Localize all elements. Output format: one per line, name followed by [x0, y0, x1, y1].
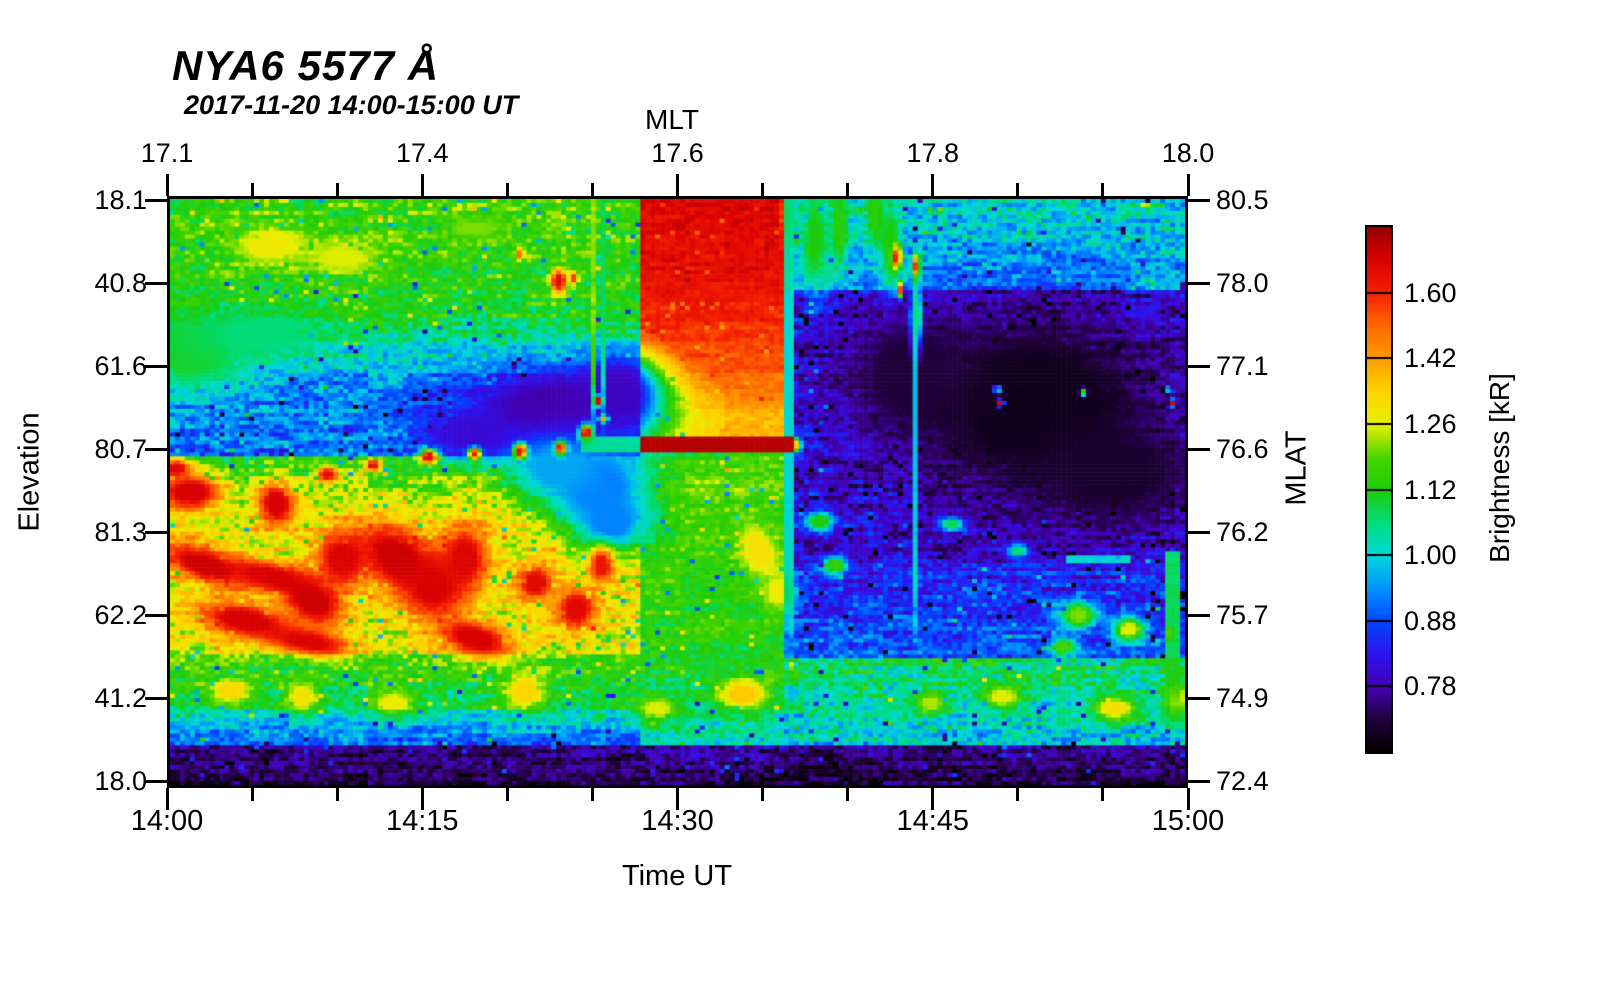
top-axis-minor-tick [335, 183, 339, 196]
bottom-axis-major-tick [165, 788, 169, 810]
left-axis-tick-label: 62.2 [94, 600, 147, 631]
figure-subtitle: 2017-11-20 14:00-15:00 UT [184, 90, 519, 120]
right-axis-tick-label: 72.4 [1216, 766, 1269, 797]
bottom-axis-minor-tick [335, 788, 339, 801]
right-axis-tick [1188, 696, 1210, 700]
bottom-axis-minor-tick [1016, 788, 1020, 801]
left-axis-tick [145, 447, 167, 451]
heatmap-canvas [170, 199, 1185, 785]
top-axis-tick-label: 17.8 [906, 138, 960, 168]
right-axis-tick-label: 76.2 [1216, 517, 1269, 548]
bottom-axis-tick-label: 14:00 [130, 805, 204, 837]
bottom-axis-major-tick [1186, 788, 1190, 810]
left-axis-tick [145, 779, 167, 783]
bottom-axis-minor-tick [250, 788, 254, 801]
top-axis-minor-tick [1016, 183, 1020, 196]
right-axis-tick-label: 75.7 [1216, 600, 1269, 631]
right-axis-tick-label: 74.9 [1216, 683, 1269, 714]
top-axis-minor-tick [761, 183, 765, 196]
colorbar-frame [1365, 225, 1393, 754]
colorbar-tick-label: 0.88 [1404, 605, 1457, 636]
plot-frame [167, 196, 1188, 788]
bottom-axis-tick-label: 15:00 [1151, 805, 1225, 837]
left-axis-tick [145, 198, 167, 202]
top-axis-minor-tick [846, 183, 850, 196]
left-axis-tick-label: 18.0 [94, 766, 147, 797]
bottom-axis-minor-tick [1101, 788, 1105, 801]
top-axis-tick-label: 17.6 [651, 138, 704, 168]
right-axis-tick [1188, 530, 1210, 534]
colorbar-tick-label: 1.00 [1404, 540, 1457, 571]
right-axis-tick-label: 78.0 [1216, 268, 1269, 299]
left-axis-tick [145, 530, 167, 534]
bottom-axis-major-tick [931, 788, 935, 810]
right-axis-tick [1188, 779, 1210, 783]
colorbar-tick-label: 1.12 [1404, 474, 1457, 505]
left-axis-title-elevation: Elevation [13, 412, 46, 532]
right-axis-tick [1188, 613, 1210, 617]
bottom-axis-minor-tick [590, 788, 594, 801]
bottom-axis-minor-tick [505, 788, 509, 801]
right-axis-tick [1188, 447, 1210, 451]
top-axis-tick-label: 17.1 [140, 138, 194, 168]
top-axis-major-tick [420, 174, 424, 196]
colorbar-tick-label: 0.78 [1404, 671, 1457, 702]
left-axis-tick-label: 81.3 [94, 517, 147, 548]
top-axis-minor-tick [590, 183, 594, 196]
right-axis-tick-label: 80.5 [1216, 185, 1269, 216]
colorbar-tick-label: 1.60 [1404, 277, 1457, 308]
bottom-axis-tick-label: 14:45 [896, 805, 970, 837]
top-axis-minor-tick [1101, 183, 1105, 196]
left-axis-tick-label: 61.6 [94, 351, 147, 382]
right-axis-tick-label: 76.6 [1216, 434, 1269, 465]
top-axis-major-tick [1186, 174, 1190, 196]
left-axis-tick [145, 281, 167, 285]
bottom-axis-title-time-ut: Time UT [621, 860, 733, 892]
bottom-axis-major-tick [420, 788, 424, 810]
colorbar-tick-label: 1.26 [1404, 408, 1457, 439]
right-axis-tick [1188, 198, 1210, 202]
top-axis-major-tick [165, 174, 169, 196]
right-axis-tick [1188, 364, 1210, 368]
bottom-axis-tick-label: 14:15 [385, 805, 459, 837]
left-axis-tick-label: 41.2 [94, 683, 147, 714]
left-axis-tick-label: 80.7 [94, 434, 147, 465]
left-axis-tick [145, 364, 167, 368]
left-axis-tick [145, 613, 167, 617]
right-axis-tick [1188, 281, 1210, 285]
bottom-axis-minor-tick [761, 788, 765, 801]
colorbar-title-brightness: Brightness [kR] [1484, 373, 1515, 563]
top-axis-major-tick [931, 174, 935, 196]
colorbar-tick-label: 1.42 [1404, 343, 1457, 374]
top-axis-tick-label: 18.0 [1161, 138, 1215, 168]
top-axis-tick-label: 17.4 [395, 138, 449, 168]
top-axis-title-mlt: MLT [645, 104, 699, 135]
bottom-axis-tick-label: 14:30 [641, 805, 714, 837]
top-axis-minor-tick [250, 183, 254, 196]
top-axis-major-tick [676, 174, 679, 196]
left-axis-tick [145, 696, 167, 700]
right-axis-tick-label: 77.1 [1216, 351, 1269, 382]
left-axis-tick-label: 18.1 [94, 185, 147, 216]
bottom-axis-minor-tick [846, 788, 850, 801]
bottom-axis-major-tick [676, 788, 679, 810]
page-title: NYA6 5577 Å [172, 42, 440, 89]
top-axis-minor-tick [505, 183, 509, 196]
colorbar-canvas [1367, 227, 1391, 752]
left-axis-tick-label: 40.8 [94, 268, 147, 299]
